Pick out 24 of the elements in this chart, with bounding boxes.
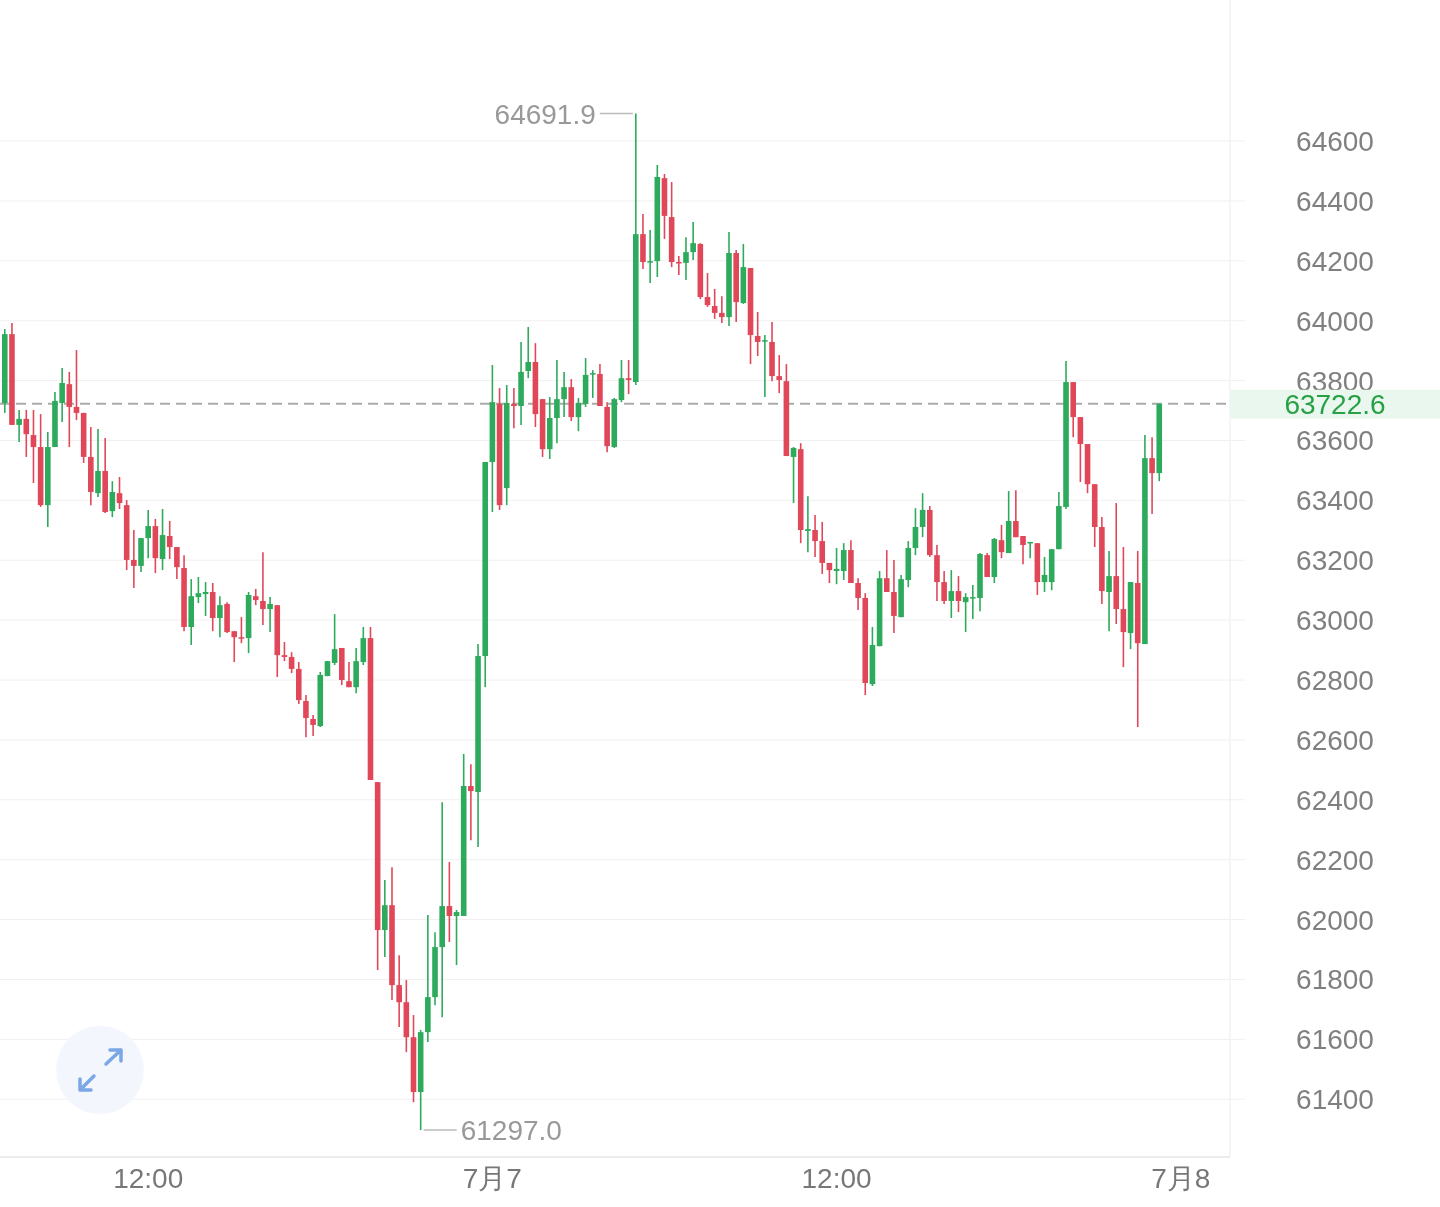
x-tick-label: 12:00	[801, 1163, 872, 1194]
y-tick-label: 63400	[1296, 485, 1374, 517]
annotation: 64691.9	[494, 98, 596, 130]
y-tick-label: 63000	[1296, 605, 1374, 637]
x-tick-label: 7月8	[1151, 1163, 1211, 1194]
y-tick-label: 64600	[1296, 126, 1374, 158]
x-tick-label: 12:00	[113, 1163, 184, 1194]
y-tick-label: 62200	[1296, 844, 1374, 876]
y-tick-label: 61800	[1296, 964, 1374, 996]
y-tick-label: 64200	[1296, 245, 1374, 277]
y-tick-label: 61400	[1296, 1084, 1374, 1116]
annotation: 61297.0	[422, 1115, 562, 1147]
y-tick-label: 62600	[1296, 724, 1374, 756]
y-tick-label: 64400	[1296, 185, 1374, 217]
y-tick-label: 62400	[1296, 784, 1374, 816]
y-tick-label: 62000	[1296, 904, 1374, 936]
annotation: 61297.0	[460, 1115, 562, 1147]
x-tick-label: 7月7	[462, 1163, 522, 1194]
y-tick-label: 64000	[1296, 305, 1374, 337]
y-tick-label: 61600	[1296, 1024, 1374, 1056]
y-tick-label: 62800	[1296, 665, 1374, 697]
annotation: 64691.9	[494, 98, 634, 130]
y-tick-label: 63200	[1296, 545, 1374, 577]
y-tick-label: 63600	[1296, 425, 1374, 457]
